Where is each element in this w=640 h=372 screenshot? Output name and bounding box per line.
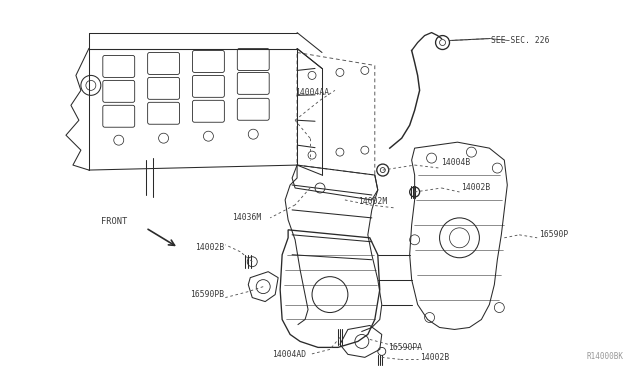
Text: 14002M: 14002M (358, 198, 387, 206)
Text: 16590PA: 16590PA (388, 343, 422, 352)
Text: 14002B: 14002B (420, 353, 449, 362)
Text: FRONT: FRONT (101, 217, 127, 227)
Text: 14002B: 14002B (195, 243, 225, 252)
Text: 16590P: 16590P (539, 230, 568, 239)
Text: R14000BK: R14000BK (587, 352, 624, 361)
Text: SEE SEC. 226: SEE SEC. 226 (492, 36, 550, 45)
Text: 14036M: 14036M (232, 214, 262, 222)
Text: 14004AA: 14004AA (295, 88, 329, 97)
Text: 14004B: 14004B (442, 158, 471, 167)
Text: 14004AD: 14004AD (272, 350, 307, 359)
Text: 16590PB: 16590PB (191, 290, 225, 299)
Text: 14002B: 14002B (461, 183, 491, 192)
